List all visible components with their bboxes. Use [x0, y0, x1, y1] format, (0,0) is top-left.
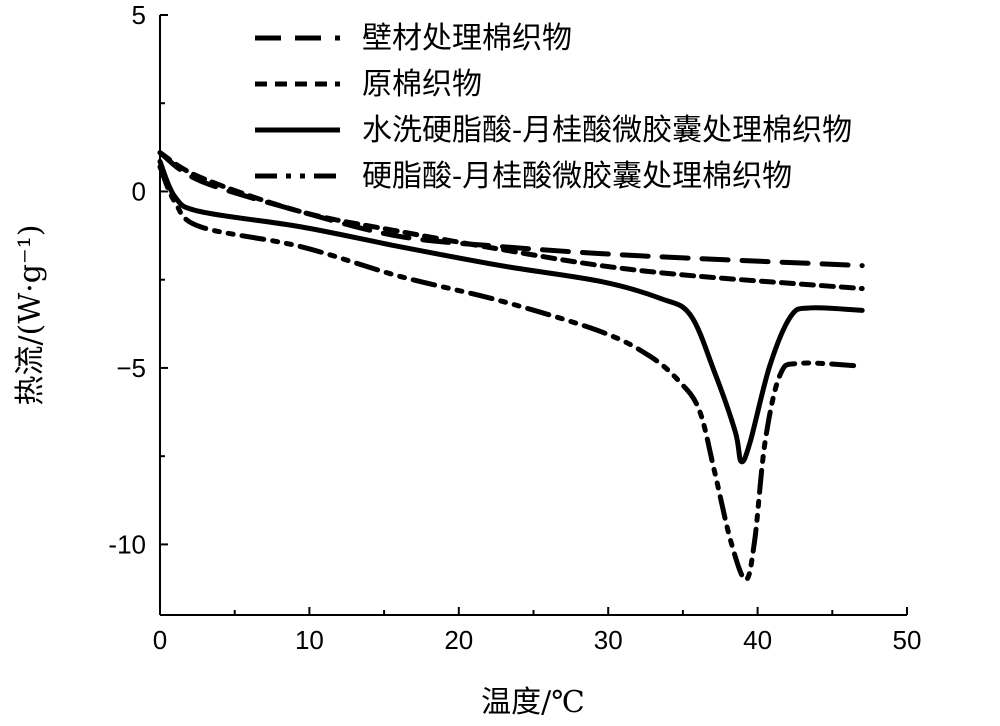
series-group — [157, 150, 865, 583]
legend-label: 壁材处理棉织物 — [362, 21, 572, 56]
x-tick-label: 50 — [893, 625, 922, 655]
y-tick-label: -10 — [108, 529, 146, 559]
legend: 壁材处理棉织物原棉织物水洗硬脂酸-月桂酸微胶囊处理棉织物硬脂酸-月桂酸微胶囊处理… — [255, 21, 852, 194]
series-line — [157, 150, 865, 292]
y-tick-label: 0 — [132, 176, 146, 206]
legend-label: 水洗硬脂酸-月桂酸微胶囊处理棉织物 — [362, 113, 852, 148]
x-tick-label: 30 — [594, 625, 623, 655]
x-tick-label: 20 — [444, 625, 473, 655]
y-tick-label: −5 — [116, 353, 146, 383]
y-axis-label: 热流/(W·g⁻¹) — [13, 225, 48, 406]
x-axis-label: 温度/℃ — [481, 685, 585, 720]
y-tick-label: 5 — [132, 0, 146, 30]
x-tick-label: 0 — [153, 625, 167, 655]
series-line — [157, 158, 865, 465]
x-tick-label: 10 — [295, 625, 324, 655]
series-line — [157, 164, 865, 583]
x-tick-label: 40 — [743, 625, 772, 655]
legend-label: 原棉织物 — [362, 67, 482, 102]
legend-label: 硬脂酸-月桂酸微胶囊处理棉织物 — [362, 159, 792, 194]
